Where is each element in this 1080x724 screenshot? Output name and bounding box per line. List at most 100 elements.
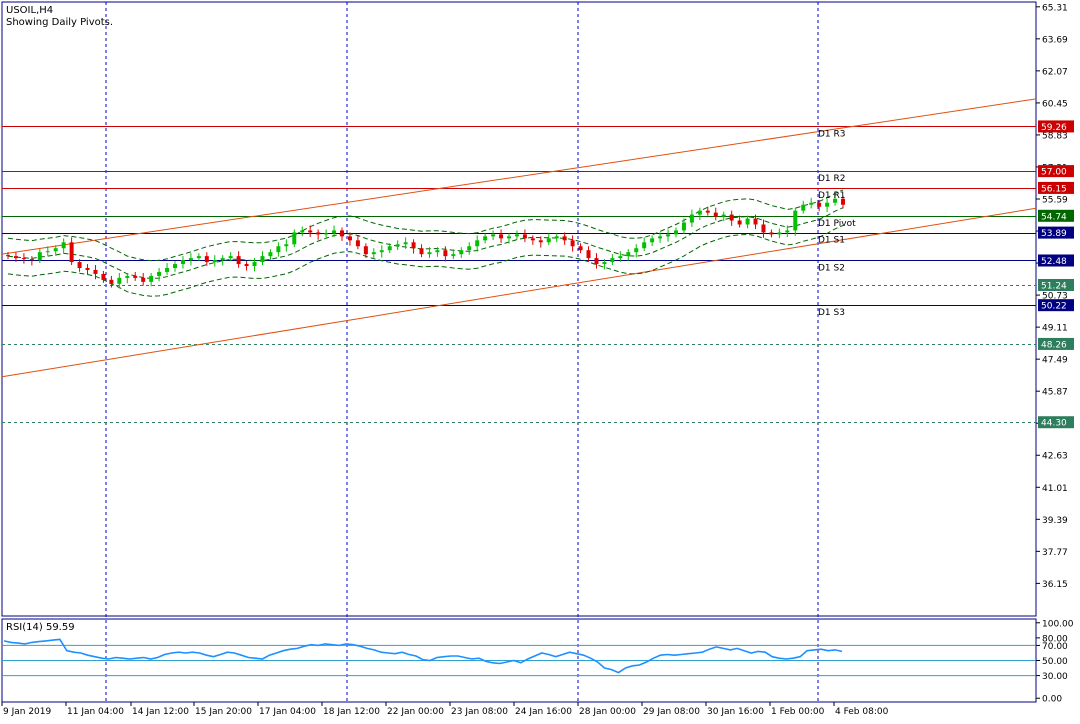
candle-body — [21, 258, 26, 260]
chart-title: USOIL,H4 — [6, 5, 53, 16]
x-tick-label: 17 Jan 04:00 — [259, 707, 316, 717]
candle-body — [93, 269, 98, 274]
x-tick-label: 18 Jan 12:00 — [323, 707, 380, 717]
middle-band-line — [7, 207, 844, 279]
candle-body — [77, 262, 82, 268]
rsi-y-tick-label: 70.00 — [1042, 642, 1068, 652]
candle-body — [817, 202, 822, 207]
price-tag-label: 50.22 — [1041, 302, 1067, 312]
candle-body — [634, 248, 639, 253]
candle-body — [260, 256, 265, 263]
candle-body — [833, 198, 838, 203]
price-tag — [1038, 416, 1074, 429]
pivot-label: D1 R1 — [818, 191, 846, 201]
candle-body — [212, 260, 217, 263]
candle-body — [769, 232, 774, 235]
candle-body — [674, 230, 678, 235]
main-frame — [1, 1, 1037, 617]
price-tag — [1038, 337, 1074, 350]
candle-body — [173, 264, 177, 268]
candle-body — [618, 256, 623, 259]
price-tag — [1038, 165, 1074, 178]
candle-body — [244, 264, 249, 267]
x-tick-label: 4 Feb 08:00 — [835, 707, 889, 717]
candle-body — [491, 234, 496, 237]
candle-body — [340, 230, 344, 237]
candle-body — [371, 252, 376, 255]
pivot-label: D1 S1 — [818, 236, 845, 246]
candle-body — [53, 248, 58, 252]
candle-body — [45, 251, 50, 253]
rsi-title: RSI(14) 59.59 — [6, 622, 75, 633]
candle-body — [530, 238, 535, 241]
rsi-line — [3, 638, 843, 674]
candle-body — [117, 277, 122, 284]
x-tick-label: 29 Jan 08:00 — [643, 707, 700, 717]
x-tick-label: 14 Jan 12:00 — [132, 707, 189, 717]
candle-body — [324, 233, 329, 235]
x-tick-label: 1 Feb 00:00 — [771, 707, 825, 717]
rsi-y-tick-label: 30.00 — [1042, 672, 1068, 682]
candle-body — [697, 210, 702, 215]
price-tag — [1038, 299, 1074, 312]
y-tick-label: 63.69 — [1042, 35, 1068, 45]
candle-body — [61, 242, 66, 249]
candle-body — [300, 230, 305, 233]
candle-body — [841, 198, 845, 205]
candle-body — [538, 240, 543, 243]
candle-body — [721, 214, 726, 217]
candle-body — [825, 202, 830, 207]
candle-body — [13, 256, 18, 259]
candle-body — [594, 258, 599, 265]
y-tick-label: 45.87 — [1042, 388, 1068, 398]
price-tag-label: 57.00 — [1041, 168, 1067, 178]
candle-body — [705, 210, 710, 213]
candle-body — [713, 212, 718, 217]
candle-body — [109, 279, 114, 284]
candle-body — [419, 248, 424, 255]
candle-body — [276, 246, 281, 253]
y-tick-label: 49.11 — [1042, 324, 1068, 334]
candle-body — [29, 259, 34, 261]
price-tag-label: 51.24 — [1041, 282, 1067, 292]
x-tick-label: 30 Jan 16:00 — [707, 707, 764, 717]
y-tick-label: 39.39 — [1042, 516, 1068, 526]
candle-body — [777, 232, 782, 235]
candle-body — [689, 214, 694, 223]
candle-body — [626, 252, 631, 257]
candle-body — [793, 210, 798, 231]
candle-body — [483, 236, 488, 241]
x-tick-label: 9 Jan 2019 — [3, 707, 51, 717]
candle-body — [284, 244, 289, 247]
candle-body — [236, 256, 241, 265]
candle-body — [188, 258, 193, 261]
rsi-y-tick-label: 0.00 — [1042, 695, 1062, 705]
candle-body — [196, 256, 201, 259]
y-tick-label: 50.73 — [1042, 292, 1068, 302]
price-tag-label: 59.26 — [1041, 123, 1067, 133]
y-tick-label: 42.63 — [1042, 452, 1068, 462]
candle-body — [85, 268, 90, 270]
price-tag-label: 54.74 — [1041, 212, 1067, 222]
price-tag-label: 52.48 — [1041, 257, 1067, 267]
pivot-label: D1 S3 — [818, 308, 845, 318]
price-tag — [1038, 209, 1074, 222]
x-tick-label: 24 Jan 16:00 — [515, 707, 572, 717]
candle-body — [308, 230, 313, 233]
chart-subtitle: Showing Daily Pivots. — [6, 17, 113, 28]
candle-body — [69, 242, 74, 263]
candle-body — [363, 246, 368, 255]
candle-body — [427, 252, 432, 255]
price-tag — [1038, 181, 1074, 194]
candle-body — [6, 255, 10, 257]
candle-body — [395, 244, 400, 247]
x-tick-label: 28 Jan 00:00 — [579, 707, 636, 717]
candle-body — [737, 220, 742, 225]
candle-body — [403, 242, 408, 245]
candle-body — [165, 268, 170, 272]
candle-body — [658, 236, 663, 239]
candle-body — [562, 236, 567, 241]
price-tag-label: 48.26 — [1041, 340, 1067, 350]
candle-body — [435, 250, 440, 253]
